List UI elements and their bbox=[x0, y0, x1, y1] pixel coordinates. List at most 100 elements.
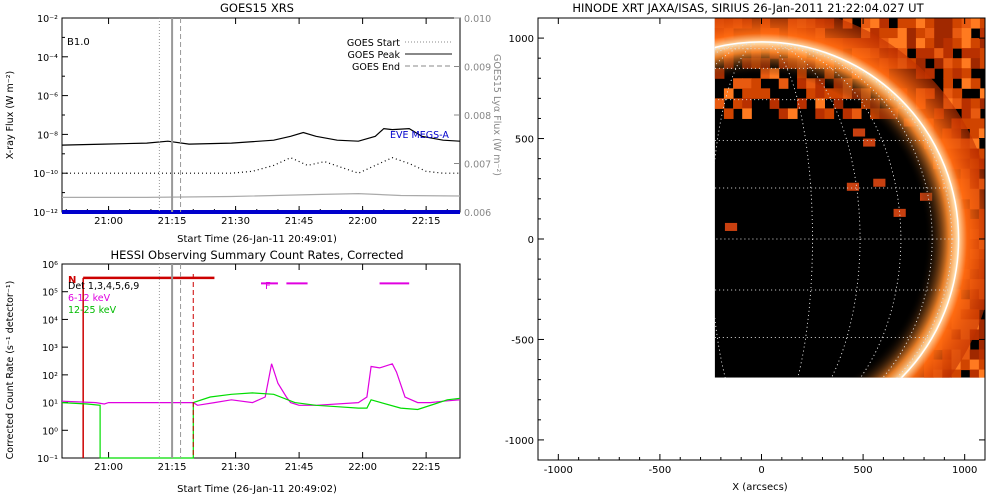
hessi-xtick-label: 21:15 bbox=[158, 462, 187, 473]
xrt-region-block bbox=[915, 58, 926, 69]
xrt-region-block bbox=[861, 18, 871, 29]
xrt-region-block bbox=[906, 28, 917, 39]
goes-ytick-label: 10⁻⁸ bbox=[37, 130, 58, 141]
xrt-region-block bbox=[888, 38, 899, 49]
xrt-region-block bbox=[934, 48, 944, 59]
xrt-region-block bbox=[969, 118, 980, 129]
goes-ylabel-right: GOES15 Lyα Flux (W m⁻²) bbox=[491, 54, 502, 176]
xrt-ytick-label: -500 bbox=[511, 335, 534, 346]
goes-series-ly- bbox=[62, 192, 461, 198]
night-label: N bbox=[68, 275, 76, 286]
xrt-image bbox=[714, 18, 985, 378]
xrt-region-block bbox=[970, 98, 981, 109]
goes-title: GOES15 XRS bbox=[220, 1, 294, 15]
goes-xtick-label: 22:00 bbox=[348, 216, 377, 227]
xrt-region-block bbox=[979, 48, 985, 59]
xrt-region-block bbox=[978, 329, 985, 340]
xrt-region-block bbox=[970, 48, 981, 59]
xrt-region-block bbox=[934, 38, 944, 49]
xrt-region-block bbox=[925, 38, 935, 49]
xrt-xlabel: X (arcsecs) bbox=[732, 482, 788, 493]
xrt-longitude-line bbox=[714, 41, 861, 378]
xrt-region-block bbox=[951, 369, 962, 378]
xrt-region-block bbox=[952, 18, 963, 29]
xrt-region-block bbox=[969, 349, 980, 361]
xrt-region-block bbox=[943, 88, 953, 99]
xrt-region-block bbox=[943, 58, 953, 69]
goes-xtick-label: 21:45 bbox=[285, 216, 314, 227]
hessi-frame bbox=[61, 263, 461, 459]
goes-xlabel: Start Time (26-Jan-11 20:49:01) bbox=[177, 234, 337, 245]
goes-legend-label: GOES Peak bbox=[348, 50, 401, 61]
goes-series-long-channel bbox=[61, 127, 461, 146]
xrt-region-block bbox=[979, 88, 985, 99]
xrt-region-block bbox=[934, 28, 944, 39]
xrt-region-block bbox=[961, 38, 972, 49]
xrt-region-block bbox=[978, 148, 985, 160]
xrt-region-block bbox=[970, 38, 981, 49]
xrt-region-block bbox=[979, 28, 985, 39]
xrt-region-block bbox=[978, 339, 985, 350]
xrt-region-block bbox=[961, 108, 972, 119]
xrt-region-block bbox=[952, 68, 963, 79]
xrt-limb-circle bbox=[714, 41, 960, 378]
goes-ytick-label: 10⁻⁶ bbox=[37, 92, 58, 103]
hessi-ytick-label: 10¹ bbox=[42, 399, 58, 410]
xrt-region-block bbox=[943, 78, 953, 89]
goes-legend-label: GOES Start bbox=[347, 38, 400, 49]
hessi-xtick-label: 21:00 bbox=[94, 462, 123, 473]
hessi-ytick-label: 10⁴ bbox=[42, 315, 58, 326]
xrt-region-block bbox=[925, 18, 935, 29]
xrt-region-block bbox=[870, 18, 880, 29]
xrt-region-block bbox=[961, 18, 972, 29]
xrt-longitude-line bbox=[714, 41, 902, 378]
xrt-longitude-line bbox=[714, 41, 933, 378]
xrt-region-block bbox=[969, 359, 980, 371]
xrt-region-block bbox=[961, 68, 972, 79]
xrt-region-block bbox=[979, 18, 985, 29]
xrt-region-block bbox=[915, 28, 926, 39]
xrt-region-block bbox=[961, 98, 972, 109]
goes-xtick-label: 21:15 bbox=[158, 216, 187, 227]
xrt-region-block bbox=[952, 38, 963, 49]
goes-panel: GOES15 XRS 21:00 21:15 21:30 21:45 22:00 22:1… bbox=[5, 1, 502, 245]
xrt-region-block bbox=[879, 18, 889, 29]
xrt-region-block bbox=[888, 28, 899, 39]
hessi-xtick-label: 22:00 bbox=[348, 462, 377, 473]
xrt-region-block bbox=[978, 319, 985, 330]
xrt-region-block bbox=[925, 48, 935, 59]
goes-plot-area: 21:00 21:15 21:30 21:45 22:00 22:15 10⁻¹² 10⁻¹⁰… bbox=[33, 14, 491, 227]
xrt-region-block bbox=[952, 98, 963, 109]
goes-series-short-channel bbox=[62, 157, 460, 174]
goes-y2tick-label: 0.009 bbox=[464, 63, 491, 74]
xrt-region-block bbox=[915, 38, 926, 49]
xrt-region-block bbox=[952, 58, 963, 69]
xrt-region-block bbox=[943, 28, 953, 39]
xrt-region-block bbox=[961, 48, 972, 59]
eve-label: EVE MEGS-A bbox=[390, 130, 449, 141]
hessi-xlabel: Start Time (26-Jan-11 20:49:02) bbox=[177, 484, 337, 495]
xrt-xtick-label: 0 bbox=[758, 465, 764, 476]
xrt-xtick-label: 1000 bbox=[952, 465, 977, 476]
flare-label: F bbox=[265, 281, 271, 292]
xrt-region-block bbox=[978, 118, 985, 129]
hessi-ylabel: Corrected Count Rate (s⁻¹ detector⁻¹) bbox=[5, 281, 16, 460]
goes-xtick-label: 22:15 bbox=[412, 216, 441, 227]
hessi-ytick-label: 10⁶ bbox=[42, 260, 58, 271]
xrt-region-block bbox=[934, 18, 944, 29]
xrt-region-block bbox=[960, 118, 971, 129]
xrt-region-block bbox=[978, 128, 985, 140]
xrt-ytick-label: 500 bbox=[515, 135, 534, 146]
xrt-region-block bbox=[897, 38, 908, 49]
xrt-ytick-label: 1000 bbox=[509, 34, 534, 45]
hessi-legend-6-12: 6-12 keV bbox=[68, 293, 111, 304]
xrt-ytick-label: 0 bbox=[528, 235, 534, 246]
xrt-region-block bbox=[961, 58, 972, 69]
hessi-panel: HESSI Observing Summary Count Rates, Cor… bbox=[5, 248, 461, 495]
goes-legend-label: GOES End bbox=[352, 62, 400, 73]
xrt-region-block bbox=[969, 369, 980, 378]
hessi-ytick-label: 10³ bbox=[42, 343, 58, 354]
xrt-region-block bbox=[961, 28, 972, 39]
hessi-series-12-25-kev bbox=[61, 392, 461, 459]
